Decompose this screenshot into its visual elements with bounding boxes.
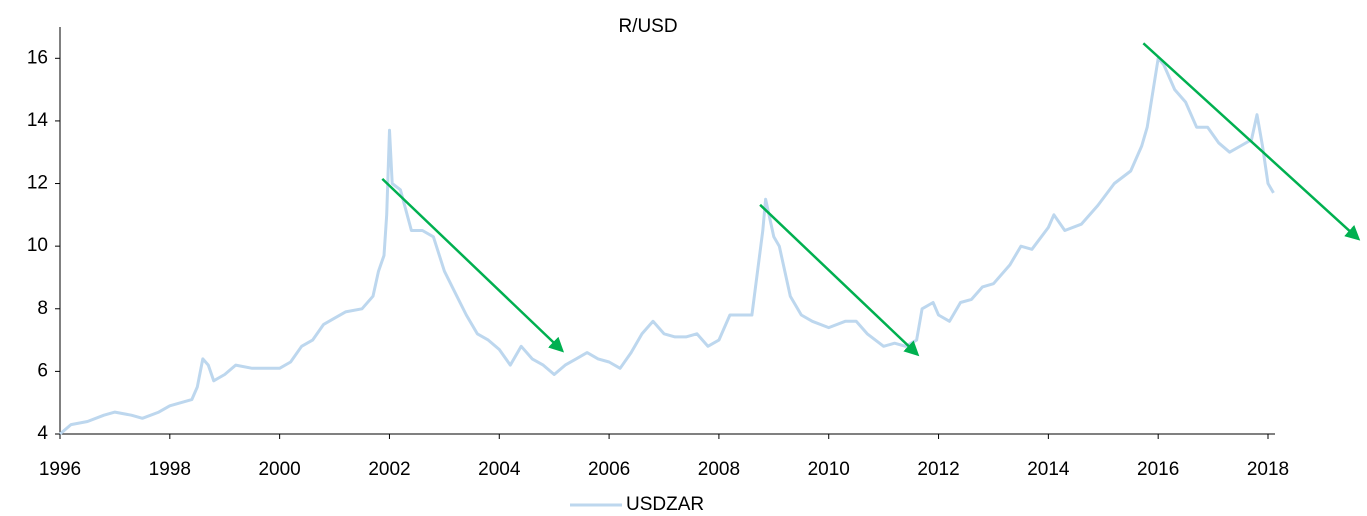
x-tick-label: 2018 xyxy=(1247,459,1289,480)
y-tick-label: 6 xyxy=(37,360,48,381)
x-tick-label: 2014 xyxy=(1027,459,1070,480)
y-tick-label: 8 xyxy=(37,298,48,319)
x-tick-label: 1998 xyxy=(149,459,191,480)
x-tick-label: 2002 xyxy=(368,459,410,480)
x-tick-label: 1996 xyxy=(39,459,81,480)
x-tick-label: 2012 xyxy=(917,459,959,480)
x-tick-label: 2006 xyxy=(588,459,630,480)
y-tick-label: 10 xyxy=(27,235,48,256)
legend-label: USDZAR xyxy=(626,494,704,515)
chart-title: R/USD xyxy=(618,16,677,37)
y-tick-label: 16 xyxy=(27,47,48,68)
y-tick-label: 4 xyxy=(37,423,48,444)
x-tick-label: 2000 xyxy=(258,459,300,480)
trend-arrow xyxy=(381,177,565,353)
y-tick-label: 12 xyxy=(27,173,48,194)
trend-arrow xyxy=(759,203,920,357)
trend-arrow xyxy=(1142,42,1361,241)
x-tick-label: 2016 xyxy=(1137,459,1179,480)
x-tick-label: 2008 xyxy=(698,459,740,480)
y-tick-label: 14 xyxy=(27,110,49,131)
x-tick-label: 2010 xyxy=(808,459,850,480)
x-tick-label: 2004 xyxy=(478,459,521,480)
data-line xyxy=(59,56,1275,436)
